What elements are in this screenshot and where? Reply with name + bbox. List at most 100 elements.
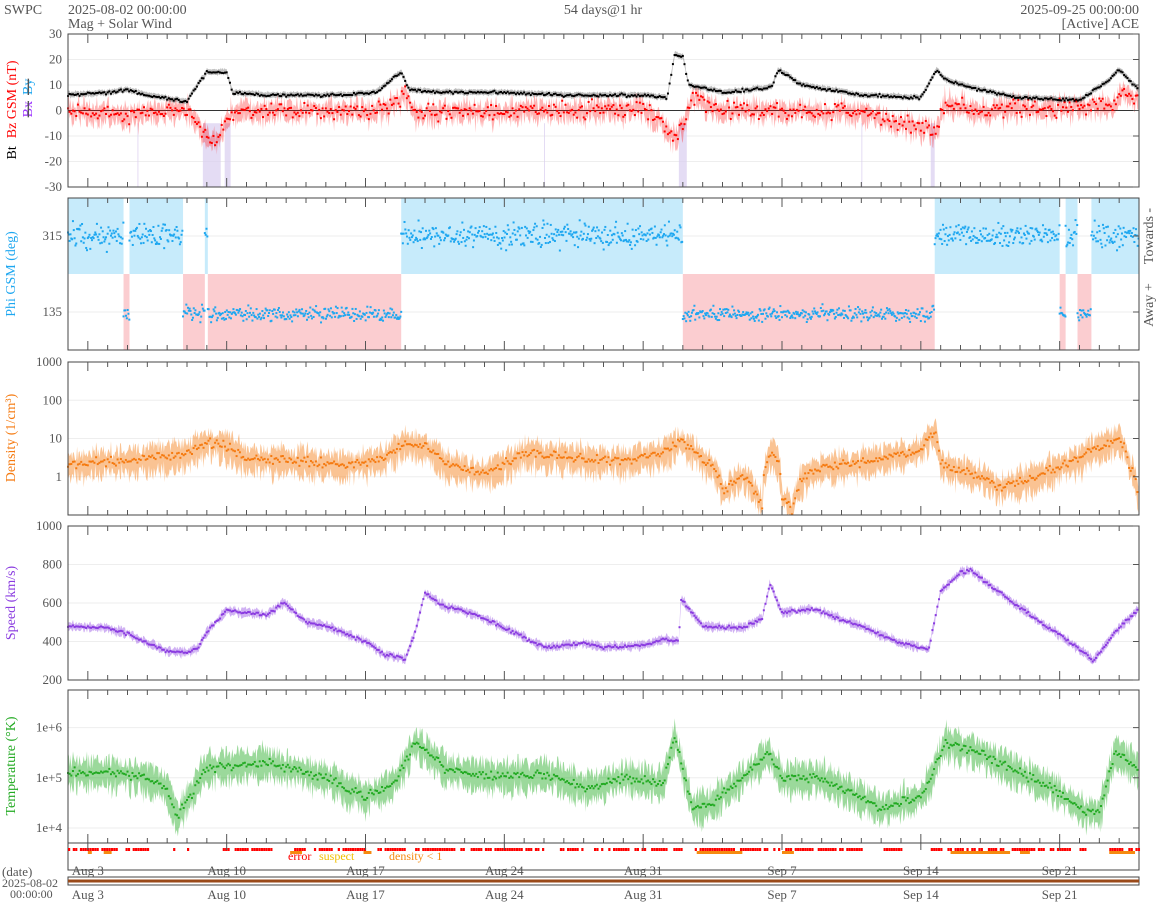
temperature-point [693, 807, 696, 810]
bz-point [744, 110, 747, 113]
bt-point [726, 91, 729, 94]
temperature-point [807, 781, 810, 784]
density-point [751, 484, 754, 487]
speed-point [680, 598, 683, 601]
bt-point [438, 91, 441, 94]
speed-point [1085, 652, 1088, 655]
temperature-point [557, 777, 560, 780]
bt-point [594, 94, 597, 97]
bt-point [95, 92, 98, 95]
phi-point [567, 227, 570, 230]
speed-point [691, 611, 694, 614]
speed-point [352, 636, 355, 639]
bt-point [1023, 95, 1026, 98]
phi-point [122, 315, 125, 318]
speed-point [1095, 656, 1098, 659]
temperature-point [93, 772, 96, 775]
speed-point [321, 624, 324, 627]
bz-point [971, 109, 974, 112]
phi-point [599, 237, 602, 240]
bz-point [263, 104, 266, 107]
speed-point [162, 648, 165, 651]
bz-point [1099, 100, 1102, 103]
bz-point [647, 118, 650, 121]
bz-point [453, 106, 456, 109]
phi-point [529, 240, 532, 243]
temperature-point [549, 778, 552, 781]
bt-point [465, 92, 468, 95]
bz-point [172, 113, 175, 116]
phi-point [177, 236, 180, 239]
bt-point [164, 95, 167, 98]
density-point [225, 449, 228, 452]
temperature-point [313, 774, 316, 777]
bt-point [835, 88, 838, 91]
phi-point [568, 232, 571, 235]
phi-point [297, 310, 300, 313]
phi-point [512, 221, 515, 224]
data-source[interactable]: [Active] ACE [1062, 17, 1139, 32]
phi-point [615, 220, 618, 223]
phi-point [168, 233, 171, 236]
phi-point [633, 235, 636, 238]
bt-point [402, 75, 405, 78]
speed-point [496, 623, 499, 626]
density-point [1093, 446, 1096, 449]
speed-point [589, 644, 592, 647]
bt-point [625, 95, 628, 98]
phi-point [89, 247, 92, 250]
bz-point [108, 115, 111, 118]
bt-point [1136, 87, 1139, 90]
bz-point [253, 111, 256, 114]
temperature-point [582, 786, 585, 789]
density-point [673, 444, 676, 447]
density-point [749, 481, 752, 484]
phi-point [220, 317, 223, 320]
bt-point [290, 93, 293, 96]
bz-point [1124, 93, 1127, 96]
bt-point [182, 100, 185, 103]
bz-point [1040, 108, 1043, 111]
bt-point [797, 82, 800, 85]
phi-point [979, 229, 982, 232]
density-point [771, 451, 774, 454]
temperature-point [708, 803, 711, 806]
speed-point [549, 647, 552, 650]
bt-point [809, 85, 812, 88]
bt-point [741, 87, 744, 90]
speed-point [711, 626, 714, 629]
phi-point [335, 312, 338, 315]
speed-point [417, 618, 420, 621]
phi-point [915, 316, 918, 319]
bt-point [632, 94, 635, 97]
density-point [709, 464, 712, 467]
speed-point [154, 645, 157, 648]
phi-point [1118, 245, 1121, 248]
phi-point [530, 233, 533, 236]
temperature-point [1025, 776, 1028, 779]
phi-point [941, 242, 944, 245]
bz-point [630, 109, 633, 112]
temperature-point [395, 779, 398, 782]
speed-point [1002, 593, 1005, 596]
bz-point [1116, 96, 1119, 99]
speed-point [615, 645, 618, 648]
bt-point [845, 91, 848, 94]
density-point [438, 457, 441, 460]
phi-point [1109, 239, 1112, 242]
phi-point [312, 315, 315, 318]
phi-point [85, 246, 88, 249]
phi-point [982, 227, 985, 230]
phi-point [260, 316, 263, 319]
bt-point [1080, 98, 1083, 101]
phi-point [596, 226, 599, 229]
density-point [1015, 479, 1018, 482]
bz-point [118, 113, 121, 116]
density-point [513, 457, 516, 460]
phi-point [678, 224, 681, 227]
phi-point [548, 235, 551, 238]
bt-point [539, 93, 542, 96]
phi-point [734, 314, 737, 317]
density-point [85, 463, 88, 466]
temperature-point [209, 764, 212, 767]
